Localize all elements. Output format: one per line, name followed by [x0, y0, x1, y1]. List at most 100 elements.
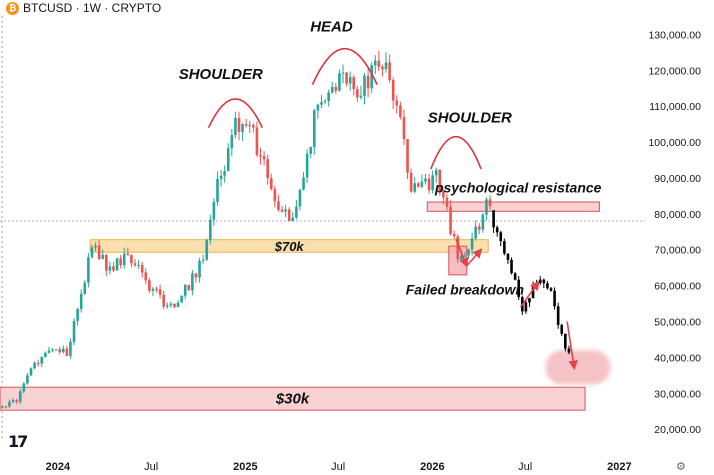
candle-body [320, 102, 323, 105]
y-tick-label: 130,000.00 [648, 29, 701, 41]
zone-rect-3 [0, 386, 586, 411]
candle-body [399, 105, 402, 117]
candle-body [173, 303, 176, 308]
candle-body [79, 293, 83, 309]
candle-body [488, 199, 492, 206]
candle-body [94, 245, 97, 248]
candle-body [438, 169, 442, 191]
candle-body [76, 308, 79, 321]
candle-body [445, 197, 449, 207]
candle-body [434, 169, 438, 176]
candle-body [503, 241, 506, 254]
candle-body [506, 253, 510, 260]
candle-body [492, 210, 495, 228]
candle-body [241, 124, 244, 133]
candle-body [226, 148, 230, 172]
candle-body [83, 282, 87, 294]
candle-body [356, 89, 359, 98]
candle-body [313, 110, 316, 148]
candle-body [524, 302, 528, 312]
y-tick-label: 90,000.00 [654, 173, 701, 185]
candle-body [531, 286, 535, 299]
zone-rect-0 [89, 239, 489, 253]
candle-body [40, 356, 44, 364]
candle-body [517, 279, 521, 298]
pattern-arc-2 [430, 136, 482, 170]
candle-body [402, 116, 406, 140]
candle-body [413, 183, 417, 192]
candle-body [183, 284, 187, 296]
candle-body [284, 209, 287, 212]
tradingview-logo-icon[interactable]: 17 [8, 432, 28, 451]
candle-body [44, 352, 47, 357]
candle-body [327, 92, 330, 102]
candle-body [216, 178, 219, 202]
candle-body [477, 226, 481, 230]
candle-body [330, 87, 334, 93]
candle-body [144, 272, 148, 281]
y-tick-label: 120,000.00 [648, 65, 701, 77]
y-tick-label: 60,000.00 [654, 281, 701, 293]
candle-body [244, 124, 248, 126]
candle-body [51, 349, 54, 351]
candle-body [280, 209, 284, 212]
arrow-2 [519, 280, 540, 308]
candle-body [273, 189, 277, 202]
candle-body [348, 77, 352, 84]
candle-body [191, 273, 194, 291]
candle-body [112, 266, 115, 271]
target-zone [545, 350, 611, 385]
candle-body [58, 349, 61, 353]
candle-body [126, 253, 130, 256]
candle-body [442, 190, 445, 198]
x-tick-label: 2027 [607, 461, 631, 473]
candle-body [248, 125, 252, 127]
pattern-arc-1 [311, 47, 378, 85]
candle-body [69, 341, 72, 356]
symbol-ticker[interactable]: BTCUSD · 1W · CRYPTO [23, 1, 162, 15]
annotation-label-2: SHOULDER [428, 110, 512, 127]
y-tick-label: 70,000.00 [654, 245, 701, 257]
candle-body [373, 60, 377, 66]
candle-body [90, 247, 94, 258]
gear-icon[interactable]: ⚙ [676, 460, 686, 473]
candle-body [194, 273, 198, 278]
candle-body [187, 284, 191, 291]
candle-body [259, 154, 262, 157]
candle-body [180, 295, 183, 303]
candle-body [417, 183, 420, 187]
candle-body [212, 201, 216, 220]
candle-body [18, 391, 22, 402]
x-tick-label: Jul [144, 461, 158, 473]
chart-header: ₿ BTCUSD · 1W · CRYPTO [6, 0, 161, 16]
candle-body [395, 100, 399, 106]
candle-body [499, 232, 503, 242]
candle-body [463, 255, 467, 257]
candle-body [22, 383, 26, 392]
candle-body [388, 62, 391, 81]
candle-body [176, 302, 180, 308]
candle-body [87, 257, 90, 283]
candle-body [381, 67, 384, 70]
candle-body [1, 406, 4, 408]
candle-body [467, 249, 470, 256]
candle-body [295, 206, 298, 218]
candle-body [474, 226, 477, 239]
arrow-1 [466, 248, 483, 267]
zone-rect-1 [426, 201, 600, 212]
candle-body [298, 189, 302, 207]
candle-body [269, 178, 273, 190]
candle-body [470, 238, 474, 250]
candle-body [377, 60, 381, 68]
candle-body [449, 206, 452, 234]
zone-label-3: $30k [275, 391, 310, 408]
candle-body [230, 135, 234, 149]
candle-body [61, 348, 65, 353]
candle-body [201, 259, 205, 261]
candle-body [363, 75, 366, 96]
candle-body [495, 227, 499, 233]
annotation-label-3: psychological resistance [434, 179, 602, 195]
candle-body [352, 77, 356, 90]
candle-body [291, 217, 295, 222]
